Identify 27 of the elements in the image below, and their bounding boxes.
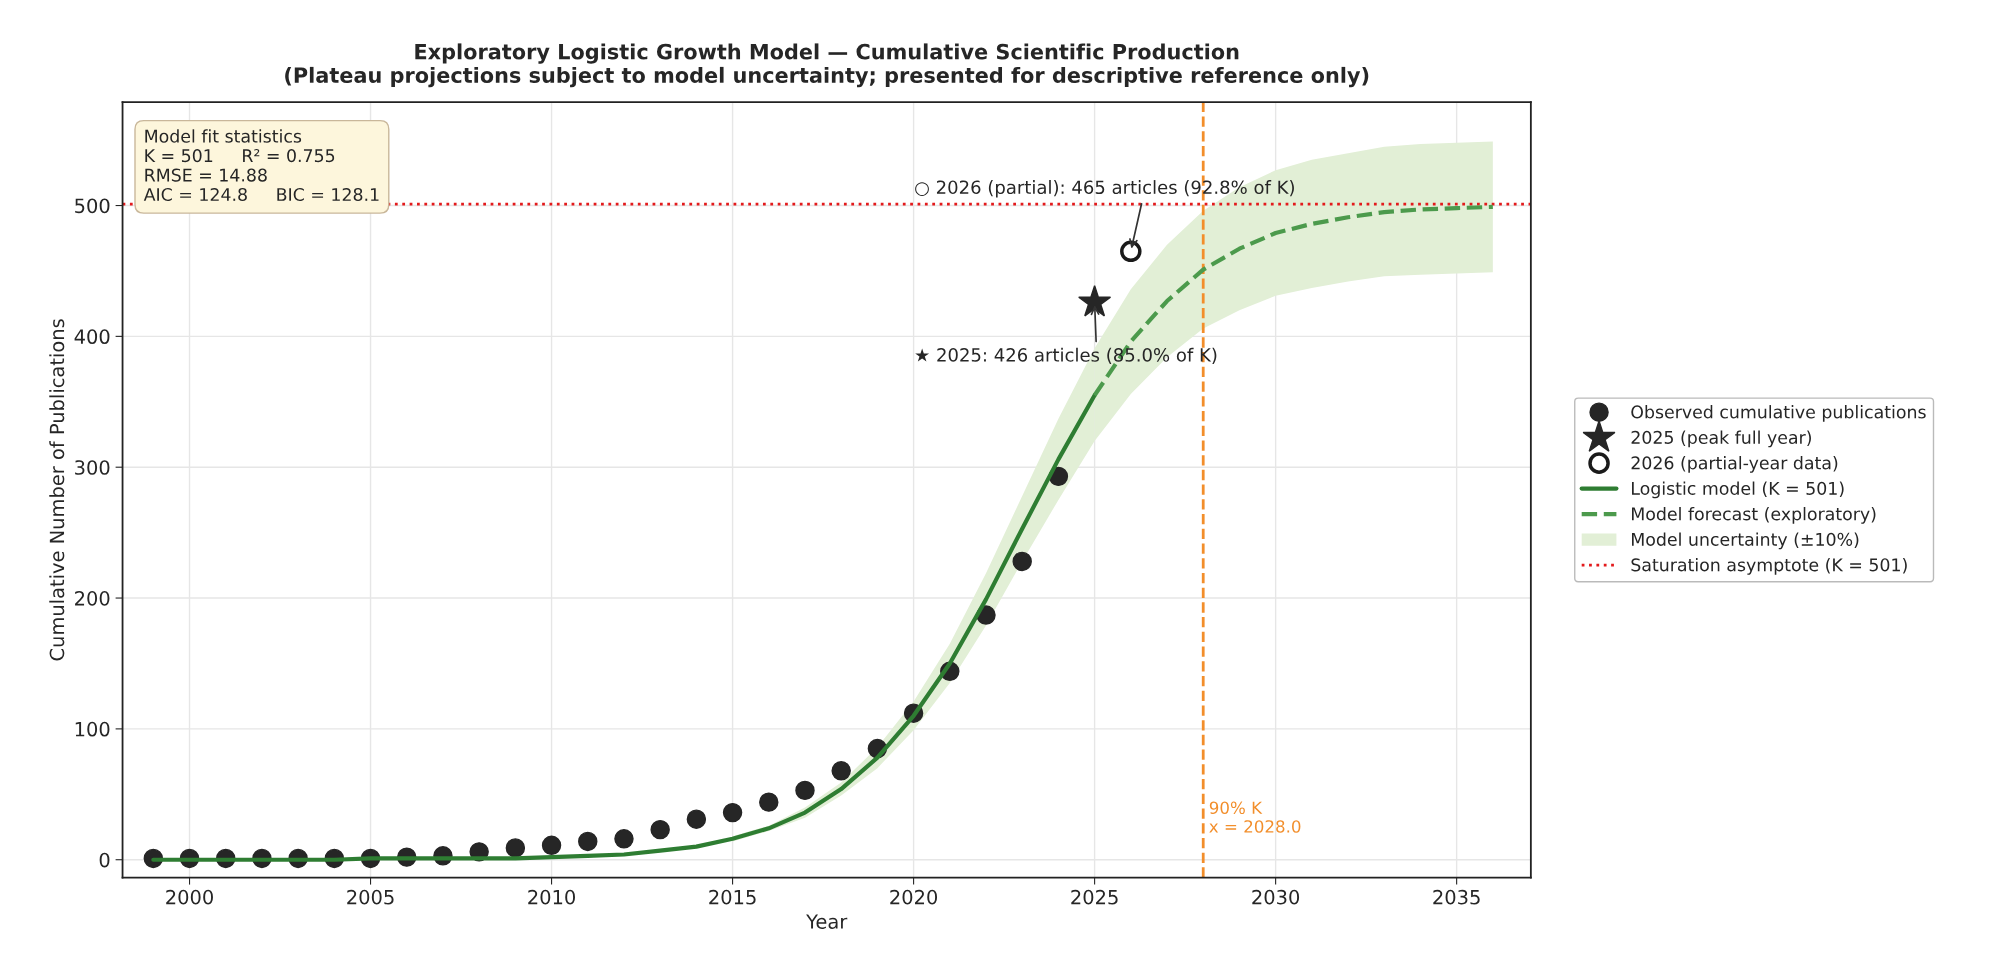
legend-label: Observed cumulative publications <box>1631 405 1926 422</box>
legend-label: Saturation asymptote (K = 501) <box>1631 557 1907 575</box>
y-tick-label: 0 <box>99 852 110 868</box>
x-tick-label: 2020 <box>890 889 938 905</box>
x-tick-label: 2005 <box>347 889 394 905</box>
ref-line-label: 90% K x = 2028.0 <box>1209 801 1301 833</box>
x-tick-label: 2035 <box>1433 889 1480 905</box>
legend-label: 2026 (partial-year data) <box>1631 456 1838 473</box>
y-tick-label: 400 <box>74 329 110 345</box>
legend-label: Model uncertainty (±10%) <box>1632 532 1859 550</box>
x-tick-label: 2015 <box>709 889 756 905</box>
x-tick-label: 2025 <box>1071 889 1118 905</box>
legend-label: Logistic model (K = 501) <box>1632 481 1844 499</box>
annotation: ○ 2026 (partial): 465 articles (92.8% of K) <box>915 180 1294 198</box>
y-tick-label: 500 <box>75 198 110 214</box>
y-tick-label: 100 <box>75 721 110 737</box>
legend-label: Model forecast (exploratory) <box>1632 506 1876 524</box>
legend-label: 2025 (peak full year) <box>1631 430 1811 448</box>
x-tick-label: 2030 <box>1252 889 1300 905</box>
x-axis-title: Year <box>806 914 848 929</box>
y-tick-label: 200 <box>75 591 110 606</box>
chart-title: Exploratory Logistic Growth Model — Cumulative Scientific Production (Plateau projections subject to model uncertainty; presented for descriptive reference only) <box>285 43 1369 88</box>
x-tick-label: 2010 <box>528 889 576 905</box>
x-tick-label: 2000 <box>166 889 213 905</box>
annotation: Model fit statistics K = 501 R² = 0.755 RMSE = 14.88 AIC = 124.8 BIC = 128.1 <box>143 129 379 202</box>
y-axis-title: Cumulative Number of Publications <box>49 319 65 661</box>
y-tick-label: 300 <box>75 460 110 475</box>
